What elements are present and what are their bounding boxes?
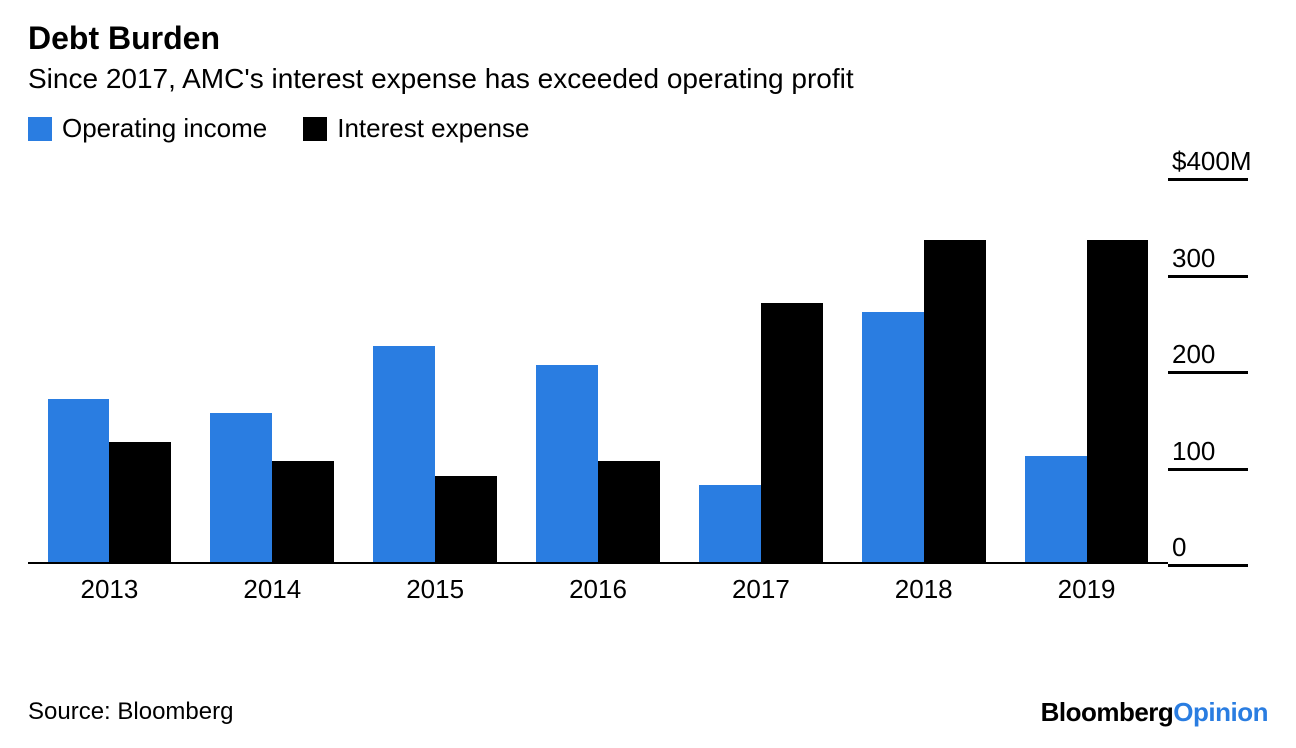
bar-group (191, 178, 354, 562)
bar-operating-income (699, 485, 761, 562)
chart-subtitle: Since 2017, AMC's interest expense has e… (28, 63, 1268, 95)
y-tick-label: 100 (1168, 438, 1264, 464)
y-tick: 0 (1168, 534, 1264, 567)
legend-item-operating-income: Operating income (28, 113, 267, 144)
bar-interest-expense (761, 303, 823, 562)
x-axis-label: 2014 (191, 574, 354, 605)
bar-interest-expense (272, 461, 334, 562)
x-axis-label: 2018 (842, 574, 1005, 605)
bar-interest-expense (1087, 240, 1149, 562)
bar-interest-expense (598, 461, 660, 562)
y-tick-line (1168, 275, 1248, 278)
bar-operating-income (536, 365, 598, 562)
brand-name: Bloomberg (1041, 697, 1174, 727)
y-tick: $400M (1168, 148, 1264, 181)
x-axis-label: 2016 (517, 574, 680, 605)
bar-operating-income (1025, 456, 1087, 562)
y-tick: 200 (1168, 341, 1264, 374)
legend: Operating income Interest expense (28, 113, 1268, 144)
y-tick: 100 (1168, 438, 1264, 471)
x-axis-label: 2015 (354, 574, 517, 605)
y-tick-line (1168, 564, 1248, 567)
chart-area: $400M3002001000 201320142015201620172018… (28, 154, 1264, 624)
bar-operating-income (862, 312, 924, 562)
chart-title: Debt Burden (28, 20, 1268, 57)
brand-suffix: Opinion (1173, 697, 1268, 727)
bar-group (1005, 178, 1168, 562)
source-line: Source: Bloomberg (28, 698, 233, 726)
y-axis: $400M3002001000 (1168, 154, 1264, 564)
bar-interest-expense (435, 476, 497, 562)
bar-operating-income (210, 413, 272, 562)
y-tick-label: 200 (1168, 341, 1264, 367)
y-tick-label: 0 (1168, 534, 1264, 560)
y-tick-label: 300 (1168, 245, 1264, 271)
y-tick: 300 (1168, 245, 1264, 278)
brand-logo: BloombergOpinion (1041, 697, 1268, 728)
legend-swatch-1 (28, 117, 52, 141)
bar-group (679, 178, 842, 562)
bar-operating-income (373, 346, 435, 562)
plot-area (28, 178, 1168, 564)
bar-operating-income (48, 399, 110, 562)
legend-label-2: Interest expense (337, 113, 529, 144)
bar-groups (28, 178, 1168, 562)
bar-group (842, 178, 1005, 562)
bar-interest-expense (109, 442, 171, 562)
bar-group (354, 178, 517, 562)
legend-swatch-2 (303, 117, 327, 141)
x-axis-label: 2013 (28, 574, 191, 605)
y-tick-line (1168, 468, 1248, 471)
legend-label-1: Operating income (62, 113, 267, 144)
x-axis-label: 2019 (1005, 574, 1168, 605)
legend-item-interest-expense: Interest expense (303, 113, 529, 144)
x-axis-label: 2017 (679, 574, 842, 605)
bar-group (28, 178, 191, 562)
y-tick-line (1168, 371, 1248, 374)
bar-interest-expense (924, 240, 986, 562)
y-tick-label: $400M (1168, 148, 1264, 174)
y-tick-line (1168, 178, 1248, 181)
bar-group (517, 178, 680, 562)
x-axis-labels: 2013201420152016201720182019 (28, 574, 1168, 605)
